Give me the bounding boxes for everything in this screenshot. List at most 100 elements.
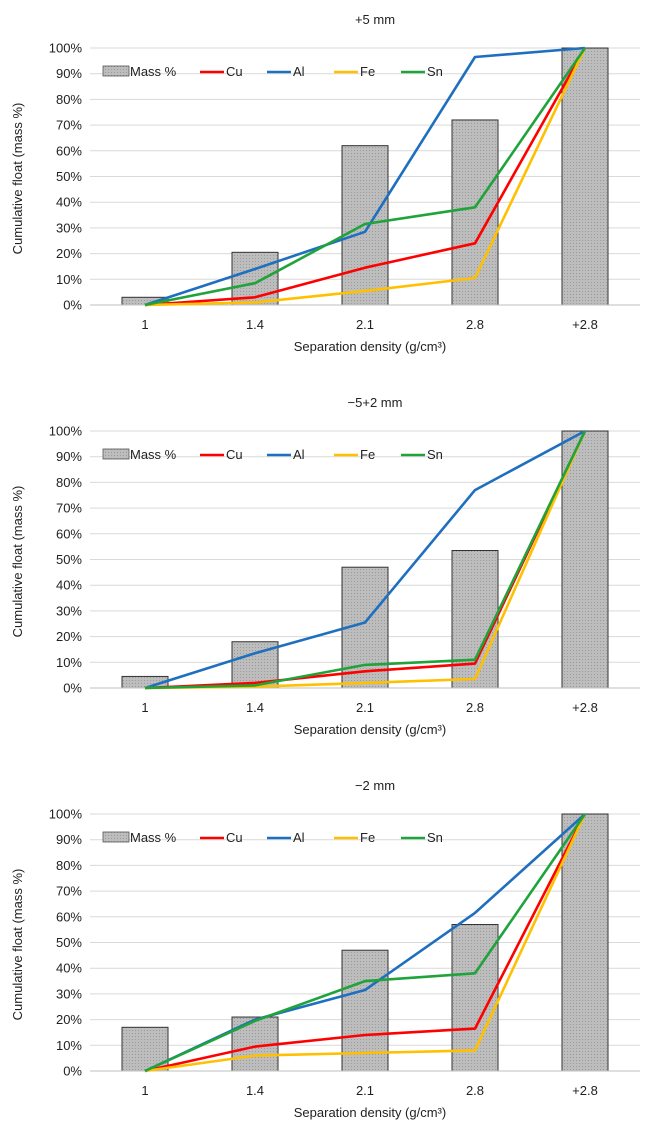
chart-1: +5 mm 0% 10% 20% 30% 40% 50% 60% 70% 80% 90% 100% Cu… bbox=[10, 12, 640, 354]
x-tick-label: 2.8 bbox=[466, 1083, 484, 1098]
legend-label: Sn bbox=[427, 64, 443, 79]
y-tick-label: 10% bbox=[56, 655, 82, 670]
legend-label: Al bbox=[293, 64, 305, 79]
legend-label: Fe bbox=[360, 830, 375, 845]
series-line-sn bbox=[144, 47, 587, 307]
series-line-al bbox=[144, 46, 586, 307]
x-tick-label: 1.4 bbox=[246, 1083, 264, 1098]
chart-title: +5 mm bbox=[355, 12, 395, 27]
bar bbox=[561, 430, 609, 689]
legend-label: Al bbox=[293, 447, 305, 462]
y-tick-label: 80% bbox=[56, 858, 82, 873]
legend-label: Sn bbox=[427, 447, 443, 462]
x-tick-label: 2.1 bbox=[356, 1083, 374, 1098]
legend-label: Fe bbox=[360, 64, 375, 79]
x-tick-label: +2.8 bbox=[572, 317, 598, 332]
chart-title: −2 mm bbox=[355, 778, 395, 793]
legend-swatch bbox=[102, 448, 130, 460]
y-tick-label: 80% bbox=[56, 475, 82, 490]
y-tick-label: 70% bbox=[56, 118, 82, 133]
y-tick-label: 90% bbox=[56, 66, 82, 81]
y-tick-label: 100% bbox=[49, 424, 83, 439]
y-tick-label: 20% bbox=[56, 629, 82, 644]
series-line-al bbox=[144, 429, 586, 690]
y-tick-label: 80% bbox=[56, 92, 82, 107]
bar-series bbox=[121, 47, 609, 306]
chart-3: −2 mm 0% 10% 20% 30% 40% 50% 60% 70% 80% 90% 100% Cu… bbox=[10, 778, 640, 1120]
y-tick-label: 40% bbox=[56, 578, 82, 593]
x-axis: 1 1.4 2.1 2.8 +2.8 bbox=[141, 700, 597, 715]
line-series bbox=[144, 813, 587, 1073]
x-axis: 1 1.4 2.1 2.8 +2.8 bbox=[141, 1083, 597, 1098]
legend-label: Mass % bbox=[130, 447, 177, 462]
y-tick-label: 30% bbox=[56, 603, 82, 618]
x-axis-label: Separation density (g/cm³) bbox=[294, 339, 446, 354]
y-tick-label: 20% bbox=[56, 1012, 82, 1027]
x-axis: 1 1.4 2.1 2.8 +2.8 bbox=[141, 317, 597, 332]
legend-label: Cu bbox=[226, 447, 243, 462]
y-tick-label: 90% bbox=[56, 832, 82, 847]
y-tick-label: 60% bbox=[56, 526, 82, 541]
y-tick-label: 30% bbox=[56, 986, 82, 1001]
bar bbox=[451, 550, 499, 689]
x-tick-label: 1 bbox=[141, 317, 148, 332]
x-tick-label: +2.8 bbox=[572, 1083, 598, 1098]
legend-swatch bbox=[102, 65, 130, 77]
legend: Mass % Cu Al Fe Sn bbox=[102, 64, 443, 79]
y-tick-label: 10% bbox=[56, 272, 82, 287]
legend-label: Cu bbox=[226, 64, 243, 79]
x-axis-label: Separation density (g/cm³) bbox=[294, 1105, 446, 1120]
y-tick-label: 10% bbox=[56, 1038, 82, 1053]
y-axis-label: Cumulative float (mass %) bbox=[10, 486, 25, 638]
legend-label: Fe bbox=[360, 447, 375, 462]
y-tick-label: 70% bbox=[56, 501, 82, 516]
x-axis-label: Separation density (g/cm³) bbox=[294, 722, 446, 737]
x-tick-label: 1.4 bbox=[246, 700, 264, 715]
legend: Mass % Cu Al Fe Sn bbox=[102, 830, 443, 845]
x-tick-label: 2.1 bbox=[356, 317, 374, 332]
y-tick-label: 40% bbox=[56, 195, 82, 210]
x-tick-label: 1 bbox=[141, 700, 148, 715]
series-line-fe bbox=[144, 813, 587, 1073]
y-tick-label: 0% bbox=[63, 1064, 82, 1079]
line-series bbox=[144, 429, 587, 690]
line-series bbox=[144, 46, 587, 307]
x-tick-label: 2.1 bbox=[356, 700, 374, 715]
x-tick-label: 2.8 bbox=[466, 317, 484, 332]
y-tick-label: 40% bbox=[56, 961, 82, 976]
y-tick-label: 100% bbox=[49, 807, 83, 822]
legend-label: Sn bbox=[427, 830, 443, 845]
y-tick-label: 30% bbox=[56, 220, 82, 235]
series-line-fe bbox=[144, 47, 587, 307]
chart-title: −5+2 mm bbox=[348, 395, 403, 410]
legend-label: Cu bbox=[226, 830, 243, 845]
y-tick-label: 50% bbox=[56, 552, 82, 567]
chart-2: −5+2 mm 0% 10% 20% 30% 40% 50% 60% 70% 80% 90% 100%… bbox=[10, 395, 640, 737]
series-line-cu bbox=[144, 47, 587, 307]
y-tick-label: 0% bbox=[63, 681, 82, 696]
legend-label: Mass % bbox=[130, 830, 177, 845]
legend-label: Al bbox=[293, 830, 305, 845]
x-tick-label: 1 bbox=[141, 1083, 148, 1098]
y-tick-label: 90% bbox=[56, 449, 82, 464]
bar bbox=[561, 47, 609, 306]
y-axis-label: Cumulative float (mass %) bbox=[10, 103, 25, 255]
y-tick-label: 60% bbox=[56, 143, 82, 158]
y-tick-label: 20% bbox=[56, 246, 82, 261]
y-tick-label: 100% bbox=[49, 41, 83, 56]
y-tick-label: 50% bbox=[56, 935, 82, 950]
x-tick-label: +2.8 bbox=[572, 700, 598, 715]
x-tick-label: 2.8 bbox=[466, 700, 484, 715]
legend-label: Mass % bbox=[130, 64, 177, 79]
y-tick-label: 60% bbox=[56, 909, 82, 924]
series-line-sn bbox=[144, 430, 587, 690]
y-tick-label: 70% bbox=[56, 884, 82, 899]
bar bbox=[561, 813, 609, 1072]
bar bbox=[341, 949, 389, 1072]
legend-swatch bbox=[102, 831, 130, 843]
legend: Mass % Cu Al Fe Sn bbox=[102, 447, 443, 462]
y-tick-label: 0% bbox=[63, 298, 82, 313]
x-tick-label: 1.4 bbox=[246, 317, 264, 332]
series-line-sn bbox=[144, 813, 587, 1073]
